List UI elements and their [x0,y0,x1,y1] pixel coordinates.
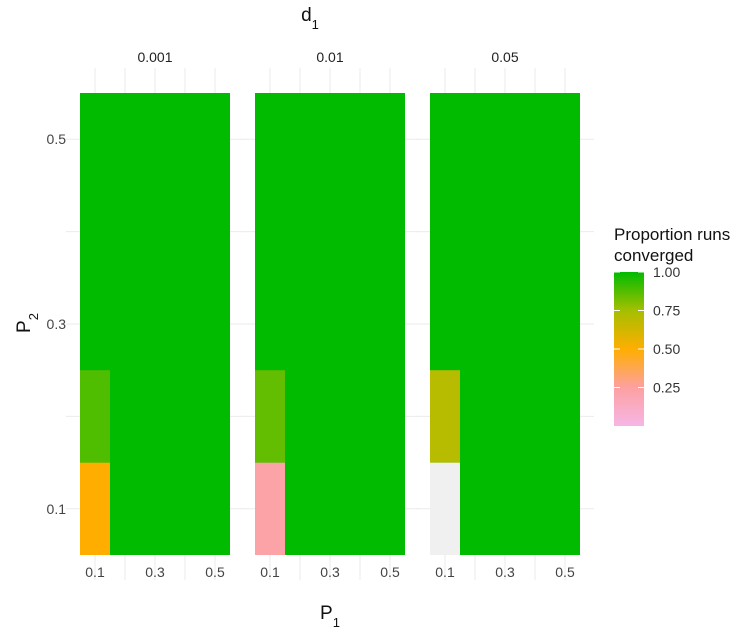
x-axis-title: P1 [320,603,340,630]
facet-panel [416,68,594,580]
x-tick-label: 0.1 [85,564,105,580]
facet-title-subscript: 1 [312,17,319,32]
y-axis-title: P2 [14,313,41,333]
facet-panels [66,68,594,580]
legend-break-label: 1.00 [653,264,680,280]
facet-panel [241,68,419,580]
x-tick-label: 0.5 [205,564,225,580]
heatmap-cell [255,370,285,463]
x-tick-label: 0.3 [495,564,515,580]
heatmap-cell [430,370,460,463]
legend-break-label: 0.25 [653,380,680,396]
facet-strip-label: 0.001 [137,49,172,65]
legend-title-line2: converged [614,246,693,265]
x-tick-label: 0.1 [260,564,280,580]
legend-title-line1: Proportion runs [614,225,730,244]
x-tick-label: 0.3 [145,564,165,580]
x-tick-label: 0.5 [555,564,575,580]
facet-strip-label: 0.05 [491,49,518,65]
x-axis-title-subscript: 1 [333,615,340,630]
x-tick-label: 0.5 [380,564,400,580]
x-axis: 0.1 0.3 0.5 0.1 0.3 0.5 0.1 0.3 0.5 [85,564,575,580]
heatmap-cell [255,462,285,555]
y-tick-label: 0.5 [47,131,67,147]
x-tick-label: 0.1 [435,564,455,580]
legend-break-label: 0.50 [653,341,680,357]
y-tick-label: 0.3 [47,316,67,332]
y-tick-label: 0.1 [47,501,67,517]
legend-break-label: 0.75 [653,303,680,319]
y-axis-title-subscript: 2 [26,313,41,320]
heatmap-cell [80,370,110,463]
facet-strips: 0.001 0.01 0.05 [137,49,518,65]
y-axis: 0.1 0.3 0.5 [47,131,67,517]
facet-panel [66,68,244,580]
heatmap-cell [430,462,460,555]
x-tick-label: 0.3 [320,564,340,580]
facet-strip-label: 0.01 [316,49,343,65]
heatmap-cell [80,462,110,555]
facet-title: d1 [301,5,319,32]
legend: Proportion runs converged 0.25 0.50 0.75 1.… [614,225,730,426]
